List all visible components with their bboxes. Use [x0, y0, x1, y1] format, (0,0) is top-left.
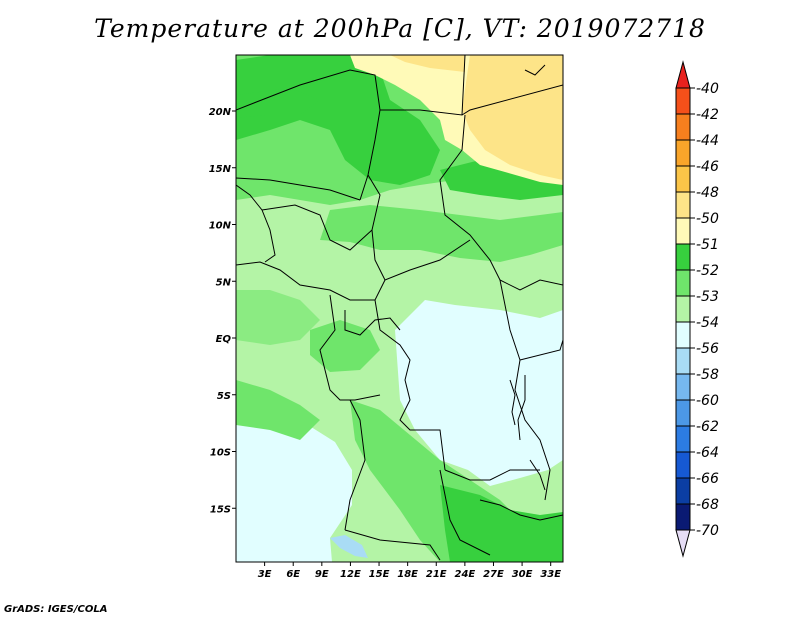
lon-tick-label: 33E — [540, 569, 561, 580]
lon-tick-label: 12E — [340, 569, 361, 580]
temperature-field — [236, 55, 563, 562]
lon-tick-label: 15E — [369, 569, 390, 580]
colorbar-swatch — [675, 87, 691, 115]
colorbar-swatch — [675, 451, 691, 479]
colorbar-swatch — [675, 295, 691, 323]
colorbar-swatch — [675, 217, 691, 245]
lat-tick-label: 5S — [217, 391, 231, 402]
lat-tick-label: EQ — [216, 334, 232, 345]
lat-tick-label: 10N — [209, 221, 232, 232]
colorbar-label: -40 — [696, 81, 719, 97]
longitude-axis: 3E 6E 9E 12E 15E 18E 21E 24E 27E 30E 33E — [258, 562, 561, 580]
colorbar-swatch — [675, 113, 691, 141]
colorbar-swatch — [675, 425, 691, 453]
colorbar-label: -68 — [696, 497, 719, 513]
colorbar-label: -56 — [696, 341, 719, 357]
lat-tick-label: 15N — [209, 164, 232, 175]
colorbar-swatch — [675, 60, 691, 89]
colorbar-label: -53 — [696, 289, 719, 305]
colorbar-label: -66 — [696, 471, 719, 487]
country-borders — [236, 55, 563, 561]
colorbar-label: -42 — [696, 107, 719, 123]
lat-tick-label: 5N — [216, 277, 232, 288]
colorbar-swatch — [675, 373, 691, 401]
colorbar-label: -60 — [696, 393, 719, 409]
colorbar-swatch — [675, 503, 691, 531]
colorbar-label: -48 — [696, 185, 719, 201]
colorbar-label: -54 — [696, 315, 719, 331]
map-title: Temperature at 200hPa [C], VT: 201907271… — [94, 14, 706, 43]
colorbar-label: -51 — [696, 237, 719, 253]
latitude-axis: 20N 15N 10N 5N EQ 5S 10S 15S — [209, 107, 236, 515]
lat-tick-label: 15S — [210, 504, 231, 515]
colorbar-swatch — [675, 139, 691, 167]
colorbar-swatch — [675, 243, 691, 271]
lon-tick-label: 30E — [512, 569, 533, 580]
colorbar-swatch — [675, 477, 691, 505]
lon-tick-label: 21E — [426, 569, 447, 580]
colorbar-label: -46 — [696, 159, 719, 175]
colorbar-swatch — [675, 321, 691, 349]
colorbar-label: -62 — [696, 419, 719, 435]
colorbar-label: -44 — [696, 133, 719, 149]
colorbar: -40 -42 -44 -46 -48 -50 -51 -52 -53 -54 -56 -58 -60 -… — [675, 60, 719, 558]
colorbar-swatch — [675, 165, 691, 193]
colorbar-swatch — [675, 191, 691, 219]
lon-tick-label: 24E — [454, 569, 475, 580]
lon-tick-label: 6E — [286, 569, 300, 580]
lon-tick-label: 3E — [258, 569, 272, 580]
colorbar-swatch — [675, 347, 691, 375]
lon-tick-label: 9E — [315, 569, 329, 580]
colorbar-swatch — [675, 269, 691, 297]
colorbar-label: -58 — [696, 367, 719, 383]
lat-tick-label: 10S — [210, 448, 231, 459]
map-frame — [235, 54, 564, 563]
lon-tick-label: 27E — [483, 569, 504, 580]
grads-credit: GrADS: IGES/COLA — [4, 604, 108, 615]
lon-tick-label: 18E — [397, 569, 418, 580]
colorbar-label: -52 — [696, 263, 719, 279]
colorbar-swatch — [675, 529, 691, 558]
lat-tick-label: 20N — [209, 107, 232, 118]
colorbar-label: -64 — [696, 445, 719, 461]
colorbar-swatch — [675, 399, 691, 427]
colorbar-label: -70 — [696, 523, 719, 539]
colorbar-label: -50 — [696, 211, 719, 227]
